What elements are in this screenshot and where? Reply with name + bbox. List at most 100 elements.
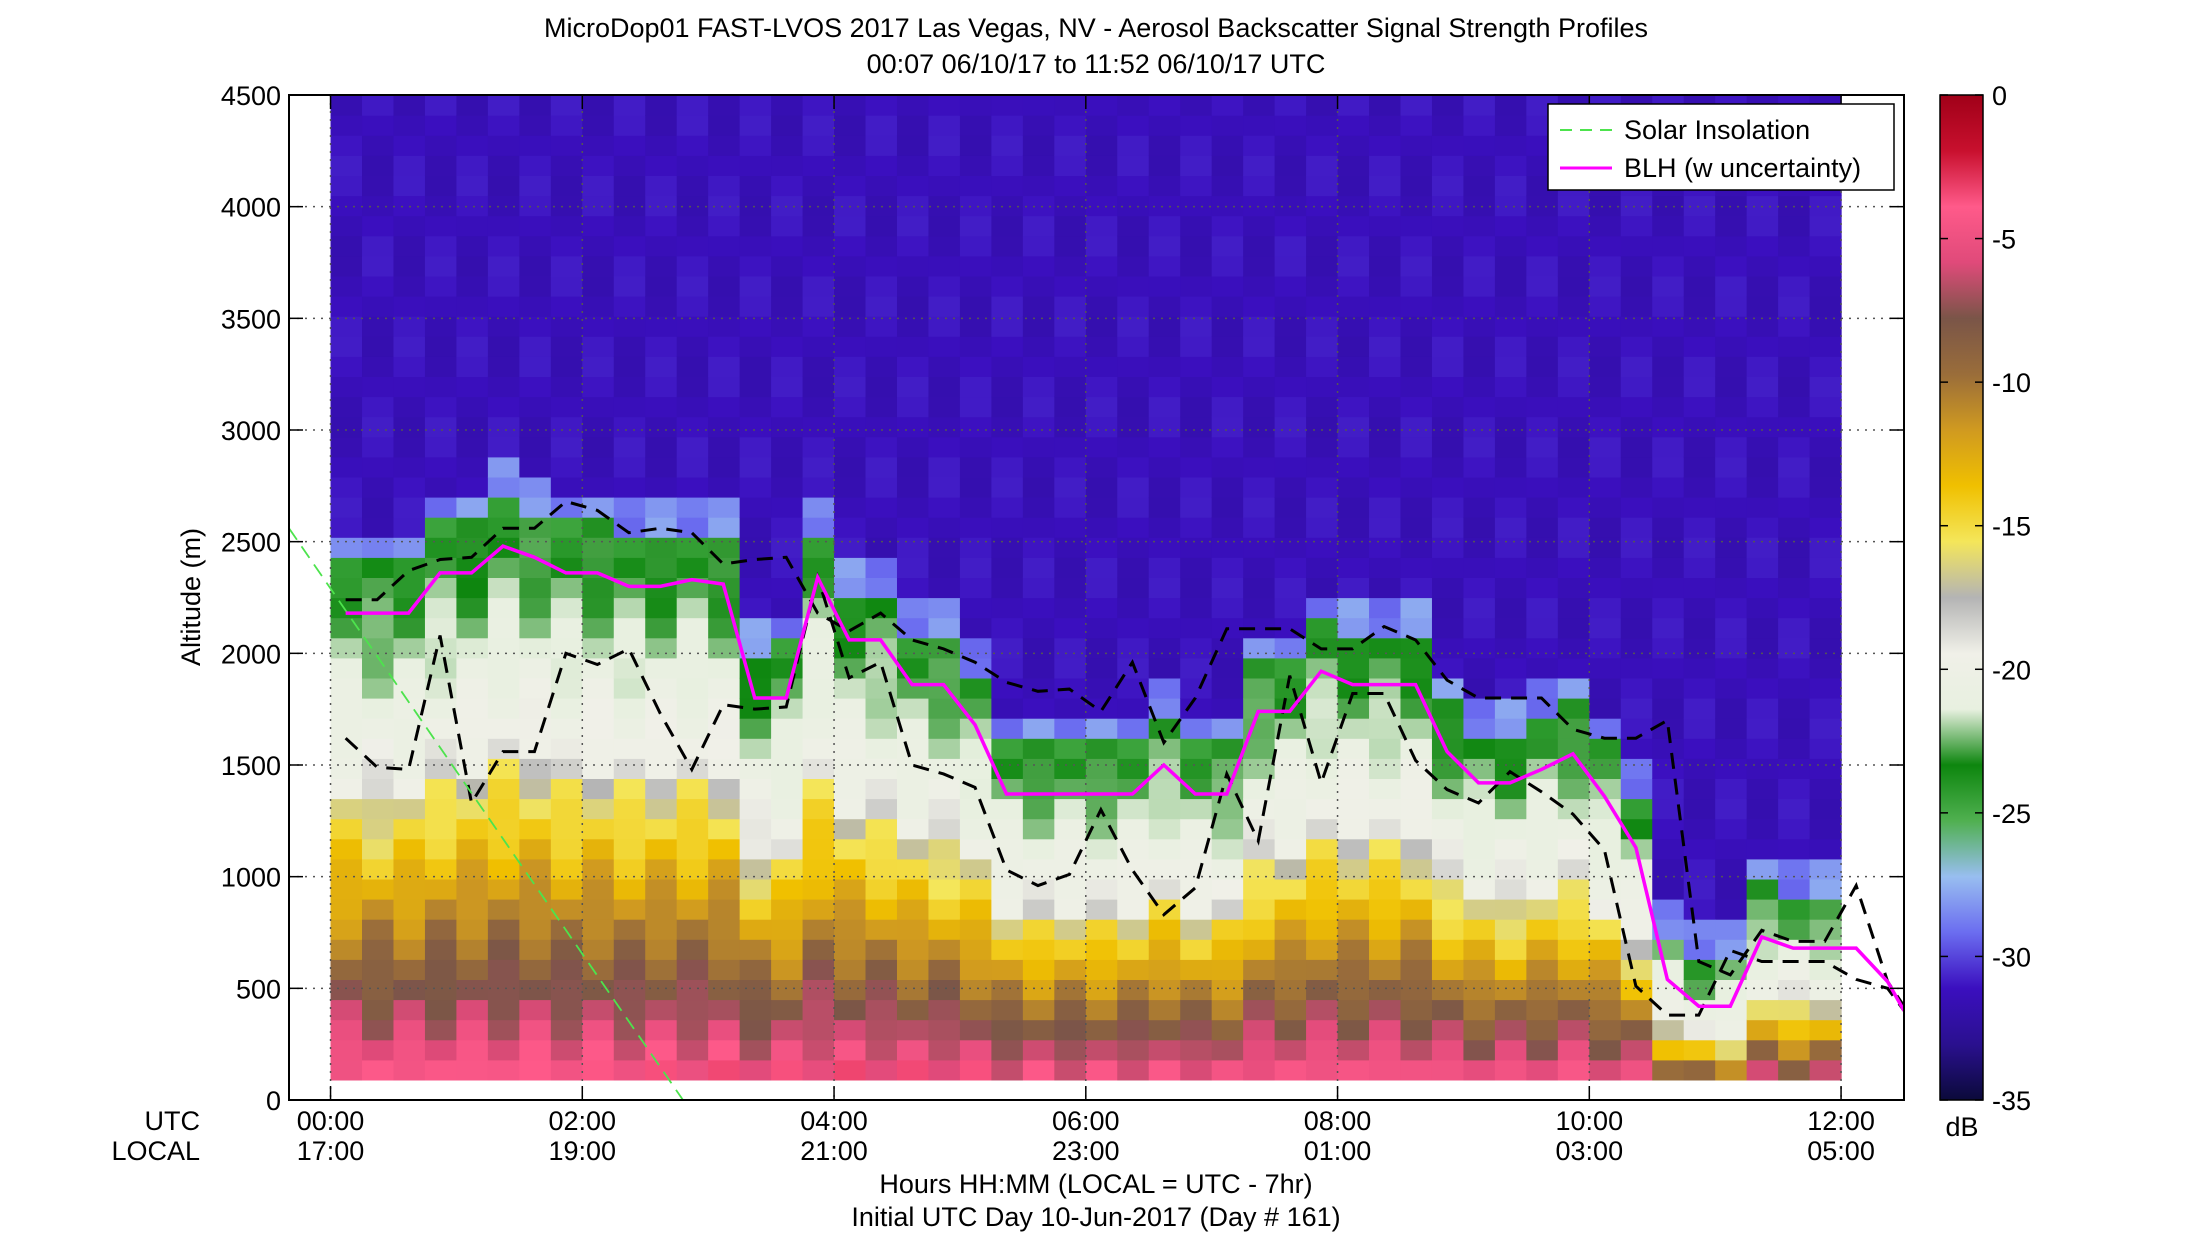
heatmap-cell	[1274, 155, 1307, 176]
heatmap-cell	[1337, 396, 1370, 418]
heatmap-cell	[1746, 979, 1779, 1001]
heatmap-cell	[1494, 979, 1527, 1001]
heatmap-cell	[865, 476, 898, 498]
heatmap-cell	[1337, 878, 1370, 900]
heatmap-cell	[1117, 979, 1150, 1001]
heatmap-cell	[1809, 376, 1842, 398]
heatmap-cell	[896, 878, 930, 900]
heatmap-cell	[519, 1039, 552, 1061]
heatmap-cell	[771, 838, 804, 860]
heatmap-cell	[1494, 758, 1527, 779]
heatmap-cell	[802, 1019, 835, 1041]
heatmap-cell	[865, 135, 898, 156]
heatmap-cell	[1054, 979, 1087, 1001]
heatmap-cell	[1652, 235, 1685, 257]
heatmap-cell	[1652, 798, 1685, 820]
heatmap-cell	[1620, 1039, 1653, 1061]
heatmap-cell	[896, 155, 930, 176]
heatmap-cell	[1243, 235, 1276, 257]
heatmap-cell	[834, 939, 867, 960]
heatmap-cell	[959, 979, 992, 1001]
heatmap-cell	[1463, 336, 1496, 357]
heatmap-cell	[1180, 738, 1213, 759]
heatmap-cell	[519, 818, 552, 840]
heatmap-cell	[456, 1019, 489, 1041]
heatmap-cell	[362, 95, 395, 116]
heatmap-cell	[1400, 316, 1433, 337]
heatmap-cell	[991, 577, 1024, 599]
heatmap-cell	[645, 195, 678, 217]
heatmap-cell	[834, 959, 867, 980]
heatmap-cell	[1337, 517, 1370, 538]
heatmap-cell	[330, 698, 363, 719]
heatmap-cell	[865, 336, 898, 357]
heatmap-cell	[1746, 537, 1779, 558]
heatmap-cell	[1526, 939, 1559, 960]
heatmap-cell	[487, 677, 520, 699]
heatmap-cell	[519, 979, 552, 1001]
heatmap-cell	[1526, 1059, 1559, 1081]
heatmap-cell	[456, 135, 489, 156]
heatmap-cell	[928, 416, 961, 438]
heatmap-cell	[330, 416, 363, 438]
heatmap-cell	[1369, 1039, 1402, 1061]
heatmap-cell	[865, 557, 898, 578]
heatmap-cell	[1369, 718, 1402, 739]
heatmap-cell	[424, 476, 458, 498]
heatmap-cell	[1463, 316, 1496, 337]
heatmap-cell	[1746, 738, 1779, 759]
heatmap-cell	[1683, 275, 1716, 297]
heatmap-cell	[1652, 416, 1685, 438]
heatmap-cell	[1715, 818, 1748, 840]
heatmap-cell	[739, 557, 772, 578]
heatmap-cell	[1778, 577, 1811, 599]
heatmap-cell	[959, 95, 992, 116]
heatmap-cell	[1557, 959, 1590, 980]
heatmap-cell	[865, 235, 898, 257]
heatmap-cell	[550, 155, 583, 176]
heatmap-cell	[708, 376, 741, 398]
heatmap-cell	[1306, 778, 1339, 800]
heatmap-cell	[1022, 517, 1055, 538]
heatmap-cell	[582, 316, 615, 337]
heatmap-cell	[928, 356, 961, 377]
heatmap-cell	[1715, 1059, 1748, 1081]
heatmap-cell	[1085, 356, 1118, 377]
heatmap-cell	[708, 396, 741, 418]
heatmap-cell	[1431, 577, 1465, 599]
heatmap-cell	[487, 497, 520, 518]
heatmap-cell	[1620, 416, 1653, 438]
heatmap-cell	[1243, 979, 1276, 1001]
heatmap-cell	[1117, 617, 1150, 639]
heatmap-cell	[959, 275, 992, 297]
heatmap-cell	[550, 296, 583, 317]
heatmap-cell	[1557, 517, 1590, 538]
heatmap-cell	[487, 959, 520, 980]
heatmap-cell	[802, 1059, 835, 1081]
heatmap-cell	[362, 517, 395, 538]
heatmap-cell	[991, 1059, 1024, 1081]
heatmap-cell	[1494, 115, 1527, 136]
heatmap-cell	[424, 798, 458, 820]
heatmap-cell	[1180, 497, 1213, 518]
heatmap-cell	[424, 919, 458, 940]
heatmap-cell	[802, 376, 835, 398]
heatmap-cell	[991, 677, 1024, 699]
colorbar-unit-label: dB	[1945, 1112, 1978, 1142]
heatmap-cell	[1809, 456, 1842, 478]
heatmap-cell	[1148, 577, 1181, 599]
heatmap-cell	[1022, 296, 1055, 317]
heatmap-cell	[1117, 175, 1150, 197]
heatmap-cell	[582, 537, 615, 558]
heatmap-cell	[865, 677, 898, 699]
heatmap-cell	[613, 738, 646, 759]
heatmap-cell	[1494, 959, 1527, 980]
heatmap-cell	[1652, 1039, 1685, 1061]
heatmap-cell	[330, 115, 363, 136]
heatmap-cell	[1620, 637, 1653, 659]
heatmap-cell	[896, 255, 930, 277]
heatmap-cell	[1778, 899, 1811, 920]
heatmap-cell	[1494, 677, 1527, 699]
heatmap-cell	[802, 778, 835, 800]
heatmap-cell	[1369, 758, 1402, 779]
